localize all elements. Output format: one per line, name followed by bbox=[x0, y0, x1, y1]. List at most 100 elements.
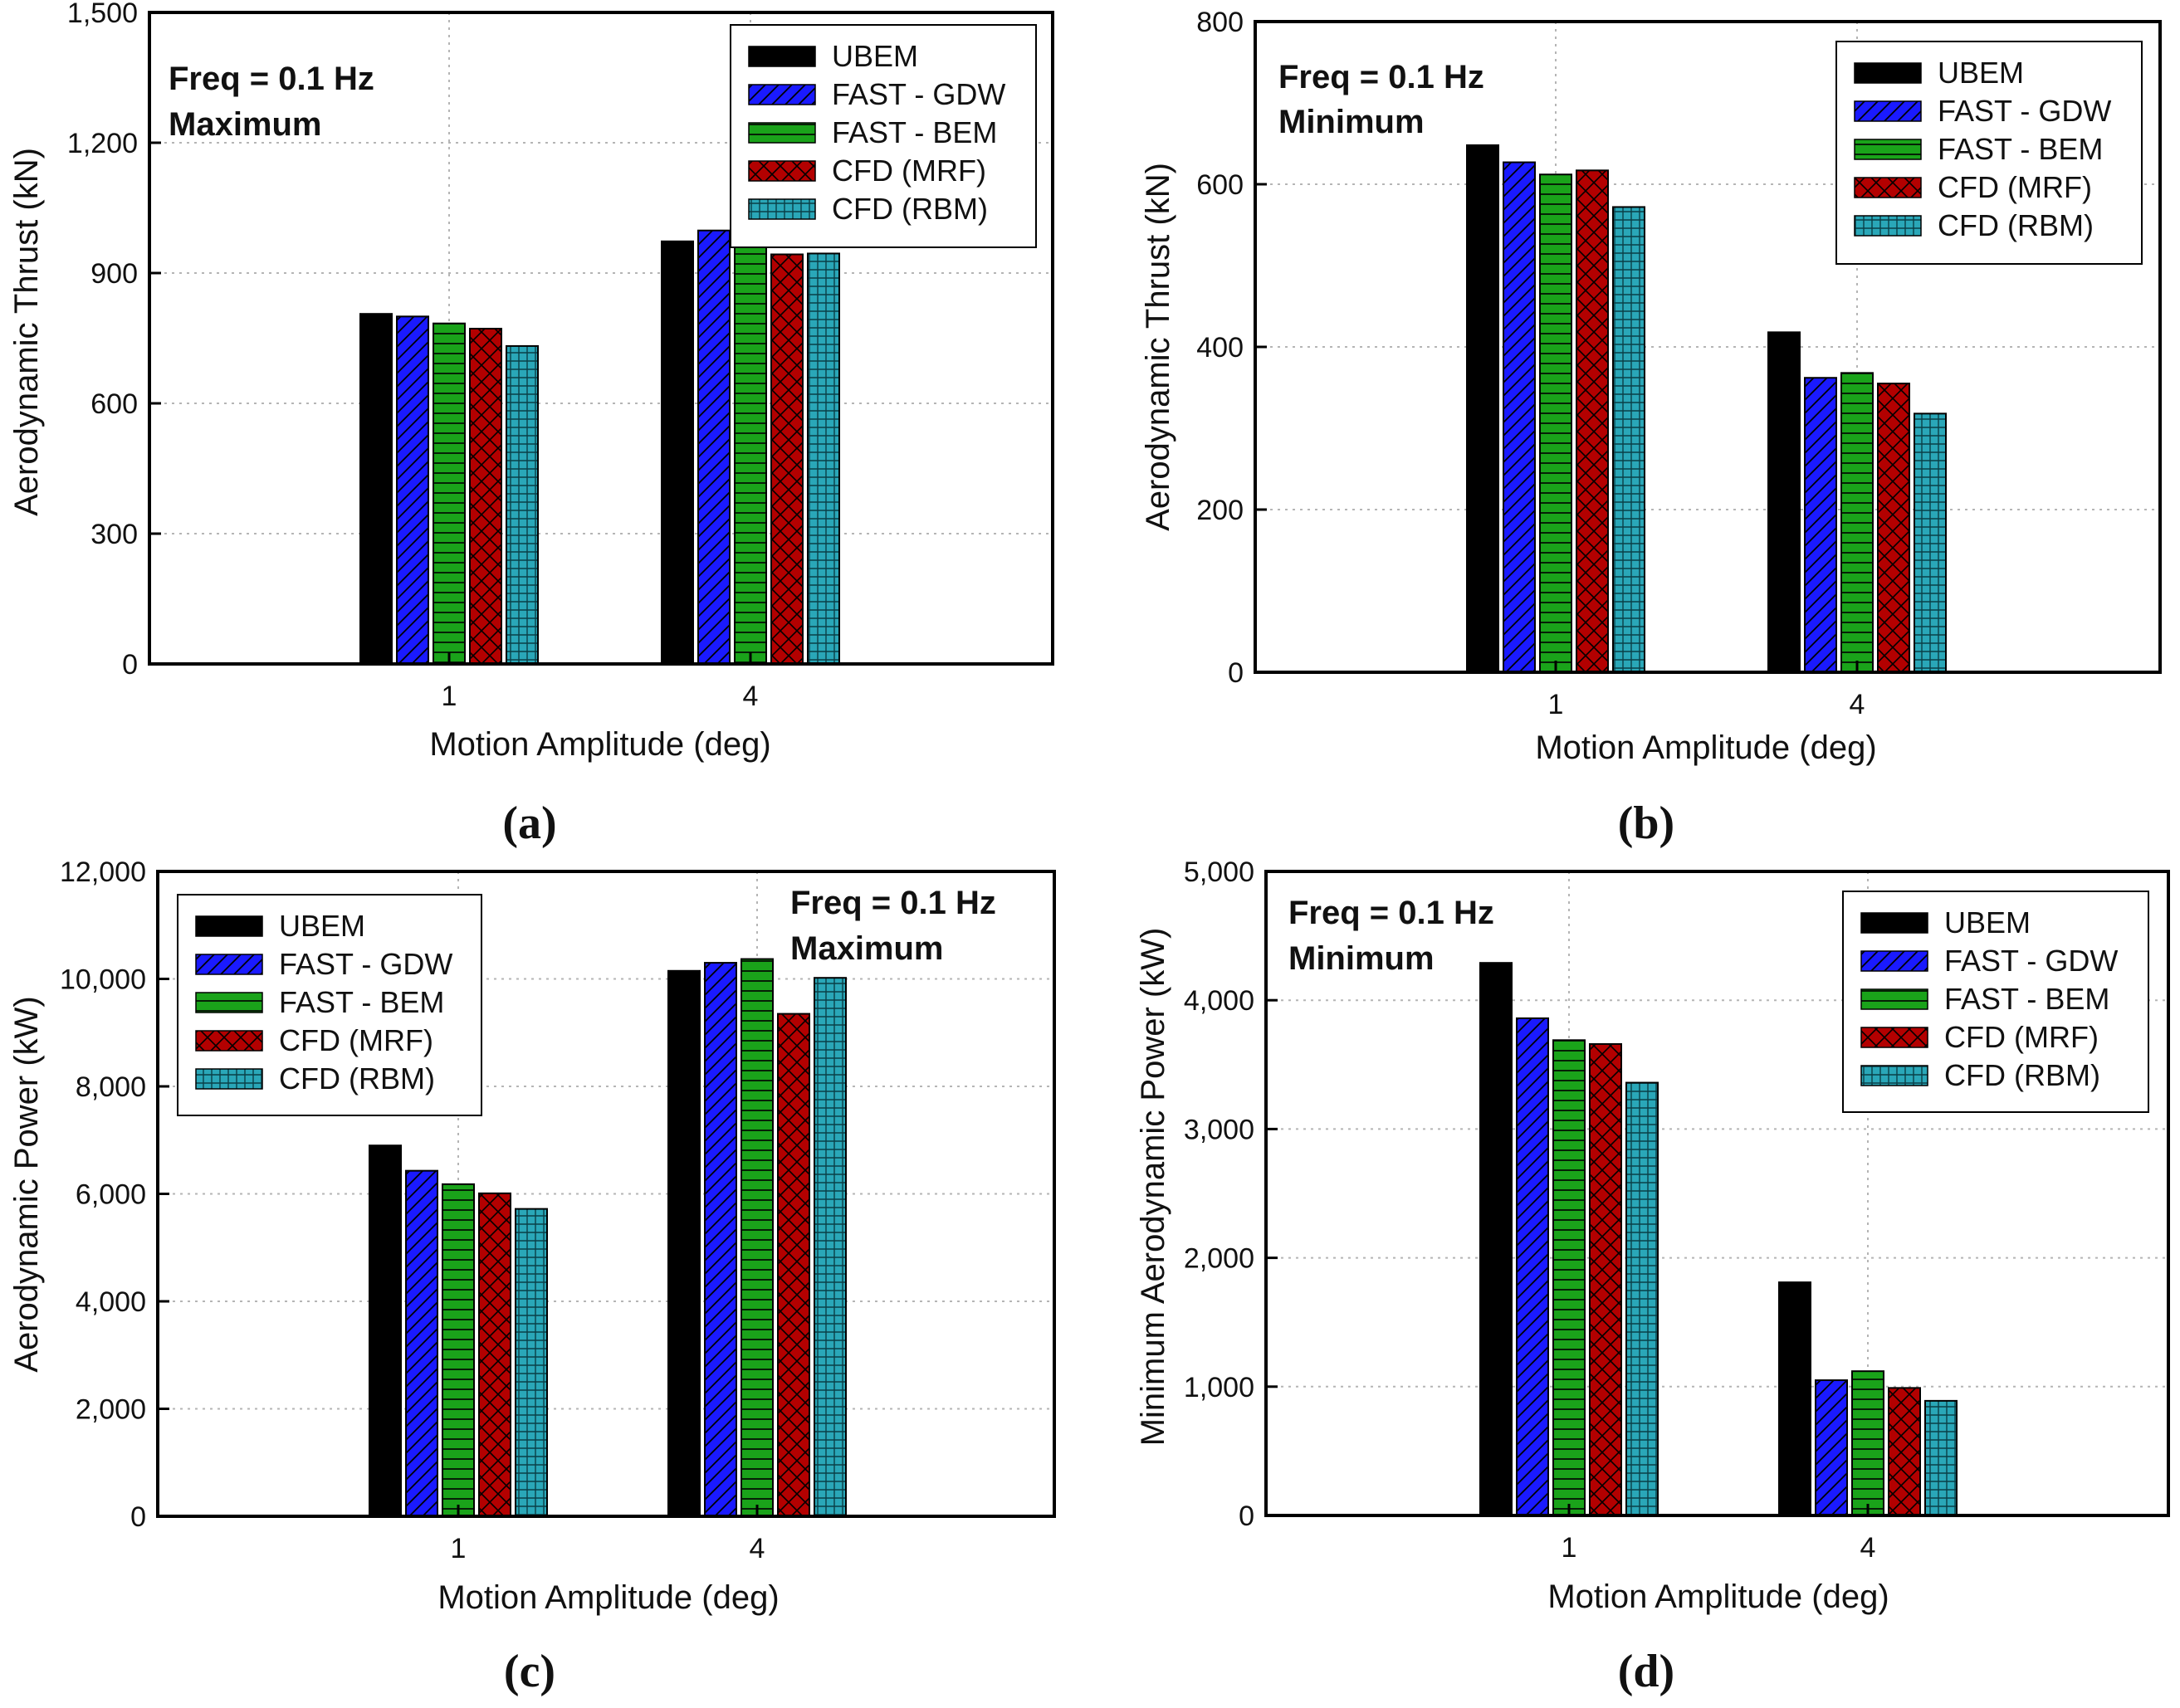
y-tick-label: 6,000 bbox=[76, 1179, 146, 1211]
x-axis-label: Motion Amplitude (deg) bbox=[429, 726, 770, 763]
bar-fast-gdw-1 bbox=[1503, 161, 1536, 674]
x-tick-label: 1 bbox=[1562, 1532, 1577, 1564]
legend-label: FAST - GDW bbox=[1938, 94, 2111, 128]
x-axis-label: Motion Amplitude (deg) bbox=[437, 1579, 779, 1616]
legend-label: UBEM bbox=[832, 39, 918, 73]
y-tick-label: 8,000 bbox=[76, 1071, 146, 1103]
y-axis-label: Aerodynamic Power (kW) bbox=[8, 996, 45, 1372]
bar-cfd-mrf-1 bbox=[469, 327, 502, 665]
y-tick-label: 0 bbox=[122, 649, 138, 681]
y-tick-label: 200 bbox=[1196, 495, 1244, 526]
x-tick-label: 1 bbox=[1548, 689, 1564, 720]
legend-swatch bbox=[748, 160, 816, 182]
y-tick-label: 12,000 bbox=[60, 856, 146, 888]
legend-label: CFD (RBM) bbox=[832, 192, 988, 226]
x-tick-label: 1 bbox=[451, 1533, 467, 1564]
legend-label: CFD (MRF) bbox=[279, 1023, 433, 1057]
legend-swatch bbox=[748, 198, 816, 220]
y-tick-label: 4,000 bbox=[1184, 985, 1254, 1017]
plot-frame bbox=[148, 11, 1054, 666]
y-tick-label: 0 bbox=[130, 1501, 146, 1533]
bar-ubem-4 bbox=[1767, 331, 1801, 673]
bar-ubem-1 bbox=[1479, 962, 1513, 1516]
bar-ubem-1 bbox=[359, 313, 393, 665]
legend-label: FAST - GDW bbox=[279, 947, 452, 981]
annotation-type: Maximum bbox=[790, 930, 944, 967]
legend-swatch bbox=[1854, 139, 1922, 160]
legend-label: CFD (MRF) bbox=[1944, 1020, 2099, 1054]
legend: UBEM FAST - GDW FAST - BEM CFD (MRF) CFD (RB… bbox=[177, 894, 482, 1116]
annotation-type: Maximum bbox=[169, 106, 322, 143]
x-tick-label: 4 bbox=[750, 1533, 765, 1564]
chart-panel-b: Aerodynamic Thrust (kN) Motion Amplitude… bbox=[1140, 7, 2162, 849]
bar-ubem-4 bbox=[667, 969, 701, 1517]
y-tick-label: 0 bbox=[1239, 1501, 1254, 1532]
bar-cfd-rbm-4 bbox=[814, 977, 847, 1517]
bar-cfd-mrf-1 bbox=[1576, 169, 1609, 673]
legend-label: FAST - BEM bbox=[1944, 982, 2109, 1016]
y-tick-label: 400 bbox=[1196, 332, 1244, 364]
annotation-freq: Freq = 0.1 Hz bbox=[169, 61, 374, 97]
legend-label: UBEM bbox=[279, 909, 365, 943]
chart-panel-d: Minimum Aerodynamic Power (kW) Motion Am… bbox=[1135, 856, 2170, 1697]
bar-ubem-4 bbox=[1778, 1281, 1811, 1516]
legend-label: CFD (RBM) bbox=[1938, 208, 2094, 242]
legend-swatch bbox=[1860, 988, 1928, 1010]
bar-fast-gdw-4 bbox=[697, 229, 731, 666]
legend-swatch bbox=[748, 122, 816, 144]
y-axis-label: Aerodynamic Thrust (kN) bbox=[8, 148, 45, 516]
annotation-freq: Freq = 0.1 Hz bbox=[1278, 59, 1484, 95]
bar-fast-bem-4 bbox=[1840, 372, 1874, 673]
legend-swatch bbox=[195, 954, 263, 975]
bar-cfd-rbm-1 bbox=[1612, 206, 1645, 673]
y-axis-label: Minimum Aerodynamic Power (kW) bbox=[1135, 928, 1171, 1447]
bar-fast-bem-4 bbox=[734, 227, 767, 665]
bar-cfd-rbm-4 bbox=[1924, 1399, 1958, 1516]
annotation-freq: Freq = 0.1 Hz bbox=[790, 885, 996, 921]
bar-fast-bem-1 bbox=[1552, 1039, 1586, 1516]
gridlines bbox=[149, 12, 1053, 664]
bar-fast-gdw-4 bbox=[1815, 1379, 1848, 1517]
legend-swatch bbox=[1860, 1027, 1928, 1048]
legend-swatch bbox=[195, 1030, 263, 1052]
y-tick-label: 0 bbox=[1228, 657, 1244, 689]
y-tick-label: 1,200 bbox=[67, 128, 138, 159]
bar-fast-bem-1 bbox=[442, 1183, 475, 1517]
legend-label: FAST - BEM bbox=[832, 115, 997, 149]
legend-label: UBEM bbox=[1938, 56, 2024, 90]
y-tick-label: 800 bbox=[1196, 7, 1244, 38]
y-tick-label: 10,000 bbox=[60, 964, 146, 996]
bar-fast-bem-1 bbox=[433, 322, 466, 665]
panel-label: (c) bbox=[504, 1646, 555, 1697]
bar-cfd-rbm-1 bbox=[1625, 1081, 1659, 1516]
bar-ubem-1 bbox=[1466, 144, 1499, 673]
x-tick-label: 1 bbox=[442, 681, 457, 712]
y-tick-label: 600 bbox=[1196, 169, 1244, 201]
chart-panel-c: Aerodynamic Power (kW) Motion Amplitude … bbox=[8, 856, 1056, 1697]
legend-label: CFD (RBM) bbox=[1944, 1058, 2100, 1092]
panel-label: (b) bbox=[1618, 798, 1674, 849]
legend-swatch bbox=[1854, 62, 1922, 84]
bar-cfd-rbm-4 bbox=[807, 252, 840, 665]
legend-swatch bbox=[1860, 1065, 1928, 1086]
legend-label: FAST - BEM bbox=[1938, 132, 2103, 166]
legend-swatch bbox=[1860, 950, 1928, 972]
bar-fast-bem-1 bbox=[1539, 173, 1572, 674]
bar-cfd-rbm-1 bbox=[506, 344, 539, 665]
bar-cfd-mrf-1 bbox=[478, 1192, 511, 1518]
legend-swatch bbox=[1854, 215, 1922, 237]
x-axis-label: Motion Amplitude (deg) bbox=[1547, 1579, 1889, 1615]
legend-label: CFD (RBM) bbox=[279, 1061, 435, 1096]
x-tick-label: 4 bbox=[1850, 689, 1865, 720]
y-tick-label: 5,000 bbox=[1184, 856, 1254, 888]
bar-ubem-4 bbox=[661, 240, 694, 665]
bar-cfd-rbm-4 bbox=[1914, 412, 1947, 673]
y-tick-label: 900 bbox=[90, 258, 138, 290]
y-tick-label: 4,000 bbox=[76, 1286, 146, 1318]
bar-cfd-mrf-1 bbox=[1589, 1042, 1622, 1516]
panel-label: (a) bbox=[502, 798, 556, 849]
bar-fast-gdw-1 bbox=[396, 315, 429, 665]
legend: UBEM FAST - GDW FAST - BEM CFD (MRF) CFD (RB… bbox=[1835, 41, 2143, 265]
legend: UBEM FAST - GDW FAST - BEM CFD (MRF) CFD (RB… bbox=[1842, 891, 2149, 1113]
